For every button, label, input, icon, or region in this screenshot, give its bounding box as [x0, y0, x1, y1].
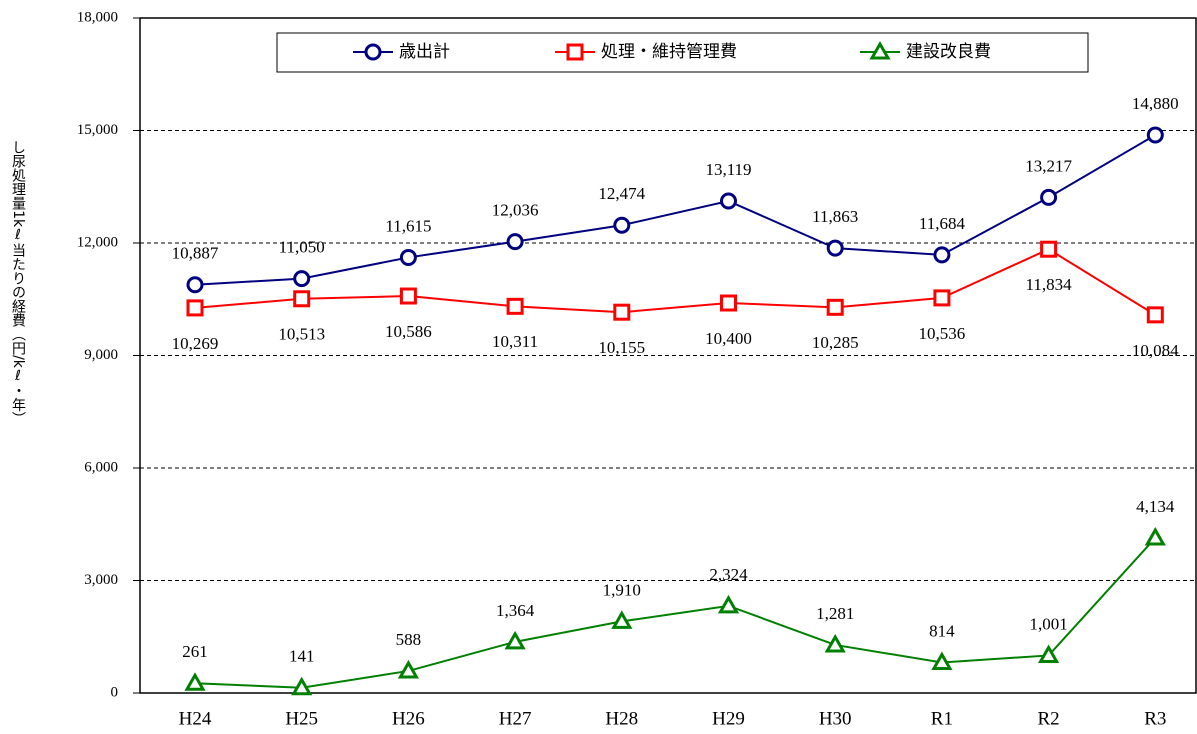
- series-line: [194, 537, 1157, 689]
- data-point: [506, 297, 524, 315]
- data-label: 10,155: [598, 338, 645, 357]
- data-point: [1146, 126, 1164, 144]
- data-point: [826, 239, 844, 257]
- data-label: 10,311: [492, 332, 538, 351]
- data-point: [1146, 306, 1164, 324]
- data-label: 1,910: [603, 580, 641, 599]
- data-point: [613, 216, 631, 234]
- legend-marker: [566, 43, 584, 61]
- data-label: 2,324: [709, 565, 748, 584]
- legend-label: 歳出計: [399, 42, 450, 62]
- y-axis-label: し尿処理量1kℓ当たりの経費（円/kℓ・年）: [10, 140, 26, 426]
- data-label: 10,586: [385, 322, 432, 341]
- data-label: 11,050: [279, 238, 325, 257]
- data-point: [1040, 240, 1058, 258]
- data-point: [613, 303, 631, 321]
- data-label: 588: [396, 630, 422, 649]
- data-label: 1,001: [1029, 614, 1067, 633]
- y-tick-label: 15,000: [77, 122, 118, 138]
- legend-marker: [869, 40, 891, 60]
- x-tick-label: H30: [819, 708, 852, 729]
- x-tick-label: H29: [712, 708, 745, 729]
- data-point: [720, 294, 737, 312]
- legend-label: 処理・維持管理費: [601, 42, 737, 62]
- y-tick-label: 12,000: [77, 234, 118, 250]
- data-point: [293, 270, 311, 288]
- x-tick-label: R2: [1038, 708, 1060, 729]
- data-label: 10,285: [812, 333, 859, 352]
- data-label: 814: [929, 621, 955, 640]
- data-label: 13,217: [1025, 156, 1072, 175]
- data-point: [931, 651, 953, 670]
- x-tick-label: H24: [179, 708, 212, 729]
- data-label: 12,474: [598, 184, 645, 203]
- data-point: [1038, 644, 1060, 663]
- x-tick-label: H25: [285, 708, 318, 729]
- x-tick-label: H28: [605, 708, 638, 729]
- data-label: 11,863: [812, 207, 858, 226]
- data-label: 10,513: [278, 325, 325, 344]
- y-tick-label: 3,000: [84, 572, 118, 588]
- data-point: [1040, 188, 1058, 206]
- legend-box: [276, 32, 1089, 73]
- data-point: [506, 233, 524, 251]
- data-point: [399, 287, 417, 305]
- data-point: [1144, 526, 1166, 546]
- data-point: [826, 298, 844, 316]
- data-label: 11,684: [919, 214, 966, 233]
- y-tick-label: 9,000: [84, 347, 118, 363]
- data-point: [291, 676, 313, 696]
- data-point: [504, 630, 526, 650]
- data-point: [933, 289, 951, 307]
- x-tick-label: H27: [499, 708, 532, 729]
- data-label: 261: [182, 642, 208, 661]
- data-point: [717, 594, 740, 614]
- data-point: [397, 659, 419, 679]
- data-label: 1,364: [496, 601, 535, 620]
- data-label: 13,119: [705, 160, 751, 179]
- data-point: [611, 610, 633, 629]
- y-tick-label: 18,000: [77, 9, 118, 25]
- data-label: 11,834: [1026, 275, 1073, 294]
- data-point: [186, 299, 204, 317]
- series-line: [194, 134, 1156, 286]
- legend-marker: [364, 43, 382, 61]
- y-tick-label: 0: [111, 684, 119, 700]
- data-label: 10,536: [919, 324, 966, 343]
- x-tick-label: R3: [1144, 708, 1166, 729]
- data-label: 10,887: [172, 244, 219, 263]
- data-label: 12,036: [492, 201, 539, 220]
- data-point: [399, 248, 417, 266]
- data-point: [933, 246, 951, 264]
- legend-label: 建設改良費: [906, 42, 991, 62]
- y-tick-label: 6,000: [84, 459, 118, 475]
- data-point: [186, 276, 204, 294]
- data-label: 10,084: [1132, 341, 1179, 360]
- data-label: 14,880: [1132, 94, 1179, 113]
- series-line: [194, 248, 1156, 316]
- data-point: [824, 633, 846, 653]
- data-label: 11,615: [385, 216, 431, 235]
- data-point: [720, 192, 737, 210]
- data-label: 10,400: [705, 329, 752, 348]
- data-point: [184, 672, 206, 691]
- data-point: [293, 290, 311, 308]
- x-tick-label: R1: [931, 708, 953, 729]
- data-label: 10,269: [172, 334, 219, 353]
- data-label: 141: [289, 647, 315, 666]
- data-label: 4,134: [1136, 497, 1175, 516]
- data-label: 1,281: [816, 604, 854, 623]
- x-tick-label: H26: [392, 708, 425, 729]
